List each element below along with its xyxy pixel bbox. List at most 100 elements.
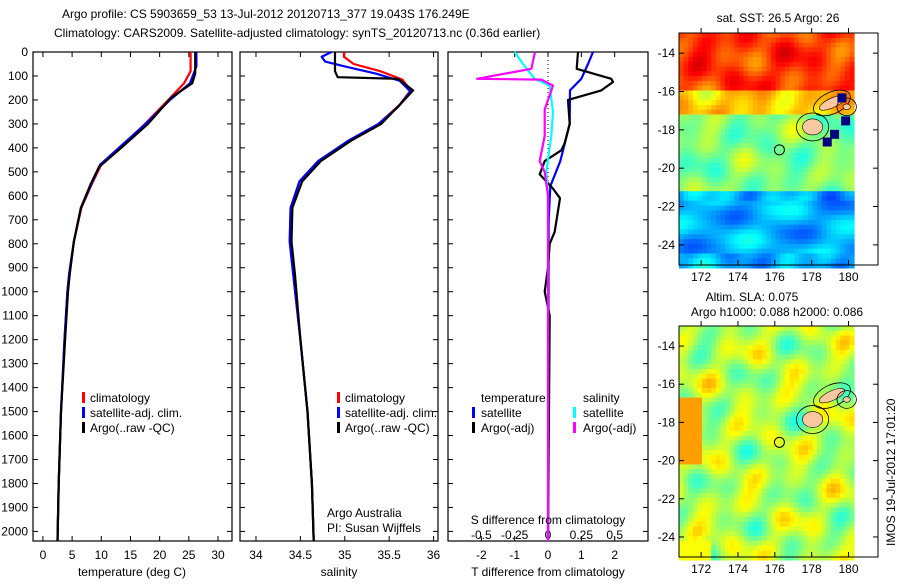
map-cell xyxy=(697,104,703,111)
map-cell xyxy=(789,95,795,101)
map-cell xyxy=(835,138,841,144)
map-cell xyxy=(817,71,823,77)
map-cell xyxy=(752,497,758,504)
map-cell xyxy=(729,176,735,183)
map-cell xyxy=(683,407,689,413)
map-cell xyxy=(706,550,712,556)
map-cell xyxy=(775,497,781,504)
map-cell xyxy=(761,497,768,504)
map-cell xyxy=(725,191,731,197)
map-cell xyxy=(734,138,740,144)
map-cell xyxy=(702,143,708,149)
map-cell xyxy=(780,464,786,470)
map-cell xyxy=(761,450,768,456)
map-cell xyxy=(808,219,814,226)
map-cell xyxy=(706,186,712,192)
map-cell xyxy=(688,330,694,337)
map-cell xyxy=(835,507,841,513)
map-cell xyxy=(683,248,689,255)
map-cell xyxy=(812,172,818,178)
map-cell xyxy=(715,176,722,183)
map-cell xyxy=(679,407,685,413)
map-cell xyxy=(798,229,804,235)
map-cell xyxy=(840,493,846,499)
map-cell xyxy=(844,526,850,532)
map-cell xyxy=(729,263,735,269)
map-cell xyxy=(702,119,708,125)
map-cell xyxy=(761,397,768,403)
map-cell xyxy=(771,80,777,87)
map-cell xyxy=(798,478,804,485)
map-cell xyxy=(761,61,768,68)
map-cell xyxy=(692,210,698,216)
map-cell xyxy=(808,243,814,250)
map-cell xyxy=(794,219,800,226)
map-cell xyxy=(757,526,763,532)
map-cell xyxy=(812,263,818,269)
map-cell xyxy=(752,205,758,211)
map-cell xyxy=(692,431,698,437)
map-cell xyxy=(702,66,708,72)
map-cell xyxy=(761,502,768,508)
map-cell xyxy=(748,440,754,446)
map-cell xyxy=(798,488,804,494)
map-cell xyxy=(706,37,712,44)
legend-label: Argo(..raw -QC) xyxy=(90,421,175,435)
map-cell xyxy=(748,416,754,423)
map-cell xyxy=(803,57,809,63)
map-cell xyxy=(780,354,786,360)
map-cell xyxy=(702,349,708,356)
map-cell xyxy=(757,172,763,178)
map-cell xyxy=(812,354,818,360)
map-cell xyxy=(757,66,763,72)
map-cell xyxy=(683,263,689,269)
map-cell xyxy=(702,186,708,192)
map-cell xyxy=(821,388,827,394)
map-cell xyxy=(748,196,754,202)
map-cell xyxy=(761,95,768,101)
map-cell xyxy=(752,383,758,389)
map-cell xyxy=(743,411,749,418)
map-cell xyxy=(766,407,772,413)
map-cell xyxy=(835,234,841,240)
map-cell xyxy=(784,426,791,432)
map-cell xyxy=(720,124,726,130)
map-cell xyxy=(840,445,846,451)
map-cell xyxy=(817,459,823,465)
map-cell xyxy=(849,402,855,408)
map-cell xyxy=(780,483,786,489)
map-cell xyxy=(697,229,703,235)
map-cell xyxy=(734,550,740,556)
map-cell xyxy=(697,191,703,197)
map-cell xyxy=(743,229,749,235)
map-cell xyxy=(844,378,850,384)
map-cell xyxy=(720,148,726,154)
map-cell xyxy=(812,76,818,82)
map-cell xyxy=(688,176,694,183)
map-cell xyxy=(748,143,754,149)
map-cell xyxy=(849,109,855,116)
map-cell xyxy=(688,66,694,72)
map-cell xyxy=(692,345,698,351)
map-cell xyxy=(844,335,850,341)
map-cell xyxy=(738,431,745,437)
map-cell xyxy=(743,512,749,518)
map-cell xyxy=(702,162,708,168)
map-cell xyxy=(789,474,795,480)
map-cell xyxy=(752,229,758,235)
map-cell xyxy=(771,243,777,250)
map-cell xyxy=(748,545,754,551)
map-cell xyxy=(748,459,754,465)
map-cell xyxy=(761,359,768,365)
map-cell xyxy=(683,191,689,197)
map-cell xyxy=(752,435,758,442)
map-cell xyxy=(748,516,754,523)
map-cell xyxy=(715,57,722,63)
map-cell xyxy=(808,253,814,259)
map-cell xyxy=(826,80,832,87)
lon-tick-label: 176 xyxy=(765,562,785,576)
map-cell xyxy=(729,536,735,542)
pi-label: PI: Susan Wijffels xyxy=(327,521,421,535)
map-cell xyxy=(826,550,832,556)
map-cell xyxy=(725,431,731,437)
